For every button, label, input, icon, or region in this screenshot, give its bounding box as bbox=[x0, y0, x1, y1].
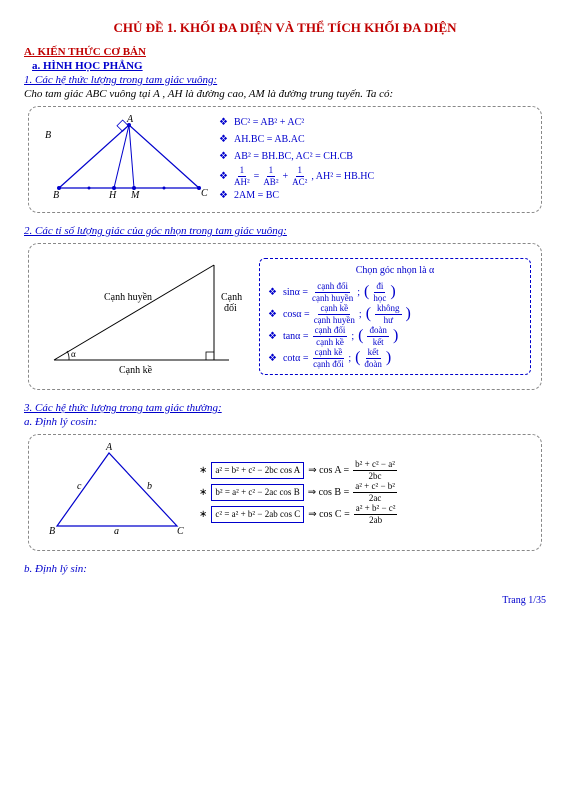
svg-text:B: B bbox=[45, 130, 51, 141]
formulas-3: ∗ a² = b² + c² − 2bc cos A ⇒ cos A = b² … bbox=[199, 459, 531, 526]
item-2: 2. Các tỉ số lượng giác của góc nhọn tro… bbox=[24, 225, 546, 237]
svg-text:Cạnh kề: Cạnh kề bbox=[119, 365, 153, 376]
svg-text:C: C bbox=[201, 188, 208, 199]
svg-text:H: H bbox=[108, 190, 117, 201]
svg-text:a: a bbox=[114, 526, 119, 537]
svg-text:A: A bbox=[126, 114, 134, 125]
section-a-sub: a. HÌNH HỌC PHẲNG bbox=[32, 60, 546, 72]
svg-text:C: C bbox=[177, 526, 184, 537]
formulas-1: ❖BC² = AB² + AC² ❖AH.BC = AB.AC ❖AB² = B… bbox=[219, 114, 531, 205]
svg-text:Cạnh huyền: Cạnh huyền bbox=[104, 292, 152, 303]
box-1: A B B C H M ❖BC² = AB² + AC² ❖AH.BC = AB… bbox=[28, 106, 542, 213]
svg-text:Cạnhđối: Cạnhđối bbox=[221, 292, 242, 314]
figure-triangle-general: A B C a b c bbox=[39, 441, 189, 544]
svg-text:A: A bbox=[105, 442, 113, 453]
item-3: 3. Các hệ thức lượng trong tam giác thườ… bbox=[24, 402, 546, 414]
box-3: A B C a b c ∗ a² = b² + c² − 2bc cos A ⇒… bbox=[28, 434, 542, 551]
figure-triangle-ratio: α Cạnh huyền Cạnh kề Cạnhđối bbox=[39, 250, 249, 383]
svg-text:B: B bbox=[53, 190, 59, 201]
item-1: 1. Các hệ thức lượng trong tam giác vuôn… bbox=[24, 74, 546, 86]
figure-triangle-right: A B B C H M bbox=[39, 113, 209, 206]
box-2: α Cạnh huyền Cạnh kề Cạnhđối Chọn góc nh… bbox=[28, 243, 542, 390]
section-a: A. KIẾN THỨC CƠ BẢN bbox=[24, 46, 546, 58]
para-1: Cho tam giác ABC vuông tại A , AH là đườ… bbox=[24, 88, 546, 100]
svg-text:B: B bbox=[49, 526, 55, 537]
svg-text:b: b bbox=[147, 481, 152, 492]
item-3b: b. Định lý sin: bbox=[24, 563, 546, 575]
svg-text:α: α bbox=[71, 349, 76, 359]
svg-text:M: M bbox=[130, 190, 140, 201]
formulas-2: Chọn góc nhọn là α ❖sinα = cạnh đốicạnh … bbox=[259, 258, 531, 375]
item-3a: a. Định lý cosin: bbox=[24, 416, 546, 428]
page-title: CHỦ ĐỀ 1. KHỐI ĐA DIỆN VÀ THỂ TÍCH KHỐI … bbox=[24, 20, 546, 36]
page-number: Trang 1/35 bbox=[24, 595, 546, 606]
svg-text:c: c bbox=[77, 481, 82, 492]
